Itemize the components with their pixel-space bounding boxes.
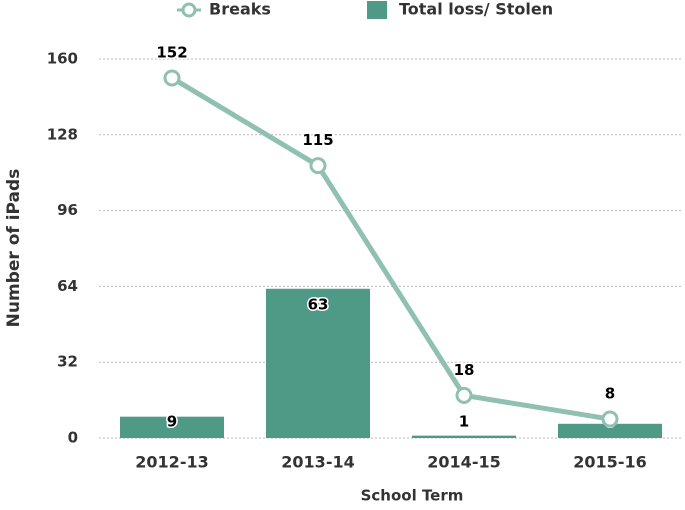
legend-label: Total loss/ Stolen <box>399 0 553 19</box>
bar <box>412 435 516 438</box>
data-label: 152 <box>156 43 187 61</box>
legend-swatch <box>181 2 197 18</box>
data-label: 9 <box>167 413 177 431</box>
data-label: 63 <box>308 295 329 313</box>
legend-swatch <box>367 1 387 19</box>
x-tick-label: 2012-13 <box>135 453 208 472</box>
y-tick-label: 160 <box>47 50 78 68</box>
line-marker <box>601 410 619 428</box>
x-axis-label: School Term <box>361 487 464 505</box>
legend-label: Breaks <box>209 0 271 19</box>
data-label: 115 <box>302 131 333 149</box>
x-tick-label: 2013-14 <box>281 453 354 472</box>
y-axis-label: Number of iPads <box>4 169 24 328</box>
line-marker <box>455 386 473 404</box>
y-tick-label: 0 <box>68 429 78 447</box>
line-marker <box>163 69 181 87</box>
bar <box>558 423 662 438</box>
data-label: 8 <box>605 385 615 403</box>
bar <box>266 288 370 438</box>
y-tick-label: 128 <box>47 125 78 143</box>
bar <box>120 416 224 438</box>
x-tick-label: 2014-15 <box>427 453 500 472</box>
y-tick-label: 32 <box>57 353 78 371</box>
line <box>170 75 611 422</box>
line-marker <box>309 157 327 175</box>
y-tick-label: 64 <box>57 277 78 295</box>
data-label: 18 <box>454 361 475 379</box>
x-tick-label: 2015-16 <box>573 453 646 472</box>
data-label: 1 <box>459 413 469 431</box>
y-tick-label: 96 <box>57 201 78 219</box>
